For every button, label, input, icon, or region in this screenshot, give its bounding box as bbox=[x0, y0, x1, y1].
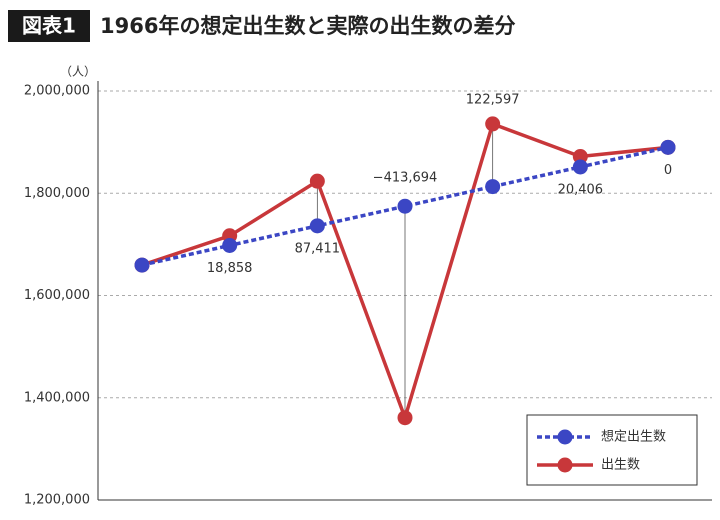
data-label: 18,858 bbox=[207, 261, 253, 276]
legend-label: 出生数 bbox=[601, 458, 640, 473]
legend-marker bbox=[557, 429, 573, 445]
y-tick-label: 1,800,000 bbox=[24, 186, 90, 201]
y-tick-label: 1,200,000 bbox=[24, 493, 90, 508]
legend-label: 想定出生数 bbox=[601, 429, 666, 445]
data-point bbox=[222, 237, 238, 253]
data-label: −413,694 bbox=[373, 171, 438, 186]
data-label: 122,597 bbox=[466, 92, 520, 107]
data-point bbox=[134, 257, 150, 273]
data-point bbox=[309, 173, 325, 189]
data-label: 20,406 bbox=[558, 182, 604, 197]
data-point bbox=[397, 198, 413, 214]
chart-title: 1966年の想定出生数と実際の出生数の差分 bbox=[100, 14, 515, 38]
y-tick-label: 1,600,000 bbox=[24, 288, 90, 303]
legend-box bbox=[526, 414, 698, 486]
data-point bbox=[397, 410, 413, 426]
badge: 図表1 bbox=[22, 14, 76, 38]
legend-marker bbox=[557, 457, 573, 473]
data-point bbox=[485, 179, 501, 195]
badge-bg bbox=[8, 10, 90, 42]
data-label: 87,411 bbox=[295, 241, 341, 256]
data-point bbox=[572, 159, 588, 175]
data-point bbox=[309, 218, 325, 234]
data-point bbox=[572, 149, 588, 165]
y-tick-label: 2,000,000 bbox=[24, 84, 90, 99]
y-tick-label: 1,400,000 bbox=[24, 390, 90, 405]
data-label: 0 bbox=[664, 163, 672, 178]
y-axis-unit: （人） bbox=[60, 65, 96, 79]
data-point bbox=[485, 116, 501, 132]
data-point bbox=[660, 139, 676, 155]
